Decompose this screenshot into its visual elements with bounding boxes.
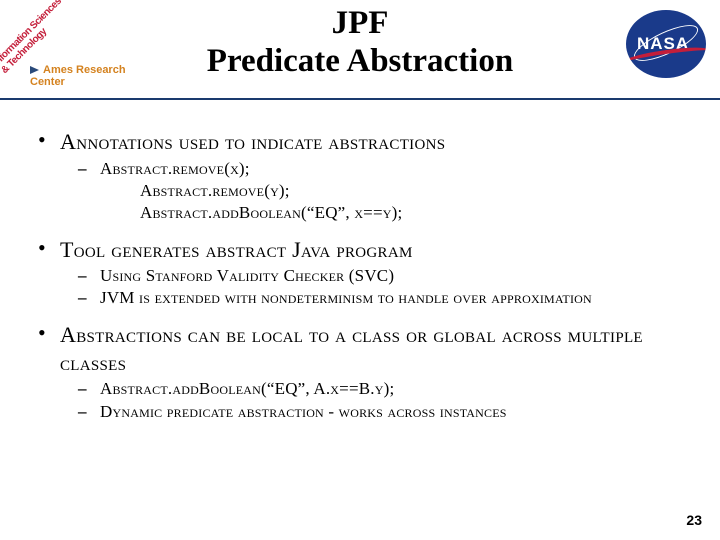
arc-badge: Ames Research Center — [30, 64, 132, 94]
sub-item: Dynamic predicate abstraction - works ac… — [60, 401, 692, 423]
sub-item: Abstract.remove(x); Abstract.remove(y); … — [60, 158, 692, 224]
sub-line: Abstract.remove(x); — [100, 159, 250, 178]
sub-line: Dynamic predicate abstraction - works ac… — [100, 402, 507, 421]
sub-item: Abstract.addBoolean(“EQ”, A.x==B.y); — [60, 378, 692, 400]
sub-line: Abstract.addBoolean(“EQ”, A.x==B.y); — [100, 379, 394, 398]
ames-logo: Information Sciences & Technology Ames R… — [2, 2, 107, 94]
bullet-text: Annotations used to indicate abstraction… — [60, 129, 445, 154]
sub-list: Using Stanford Validity Checker (SVC) JV… — [60, 265, 692, 309]
plane-icon — [30, 66, 39, 74]
sub-list: Abstract.addBoolean(“EQ”, A.x==B.y); Dyn… — [60, 378, 692, 422]
bullet-list: Annotations used to indicate abstraction… — [38, 128, 692, 423]
nasa-logo: NASA — [626, 10, 708, 80]
sub-list: Abstract.remove(x); Abstract.remove(y); … — [60, 158, 692, 224]
bullet-text: Abstractions can be local to a class or … — [60, 322, 643, 375]
title-line1: JPF — [332, 5, 389, 41]
nasa-meatball: NASA — [626, 10, 706, 78]
page-number: 23 — [686, 512, 702, 528]
slide-content: Annotations used to indicate abstraction… — [0, 100, 720, 423]
bullet-item: Annotations used to indicate abstraction… — [38, 128, 692, 224]
arc-label: Ames Research Center — [30, 64, 126, 88]
bullet-text: Tool generates abstract Java program — [60, 237, 413, 262]
sub-item: JVM is extended with nondeterminism to h… — [60, 287, 692, 309]
bullet-item: Abstractions can be local to a class or … — [38, 321, 692, 422]
sub-line: Abstract.addBoolean(“EQ”, x==y); — [100, 202, 692, 224]
sub-line: Using Stanford Validity Checker (SVC) — [100, 266, 394, 285]
bullet-item: Tool generates abstract Java program Usi… — [38, 236, 692, 310]
slide-header: Information Sciences & Technology Ames R… — [0, 0, 720, 100]
title-line2: Predicate Abstraction — [207, 43, 513, 79]
sub-line: JVM is extended with nondeterminism to h… — [100, 288, 592, 307]
sub-line: Abstract.remove(y); — [100, 180, 692, 202]
sub-item: Using Stanford Validity Checker (SVC) — [60, 265, 692, 287]
